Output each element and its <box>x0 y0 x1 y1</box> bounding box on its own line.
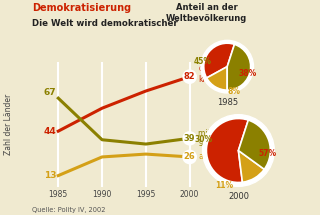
Wedge shape <box>207 67 227 90</box>
Wedge shape <box>227 44 251 90</box>
Text: 82: 82 <box>184 72 196 81</box>
Text: 13: 13 <box>44 171 57 180</box>
Text: demo-
kratisch: demo- kratisch <box>198 64 229 83</box>
Text: Zahl der Länder: Zahl der Länder <box>4 94 13 155</box>
Text: autoritär: autoritär <box>198 152 232 161</box>
Text: mit Fort-
schritten: mit Fort- schritten <box>198 129 233 148</box>
Wedge shape <box>204 43 235 78</box>
Text: 39: 39 <box>184 134 196 143</box>
Wedge shape <box>238 120 270 169</box>
Text: 1985: 1985 <box>217 98 238 107</box>
Text: 45%: 45% <box>194 57 212 66</box>
Text: Quelle: Polity IV, 2002: Quelle: Polity IV, 2002 <box>32 207 106 213</box>
Text: 26: 26 <box>184 152 196 161</box>
Text: Anteil an der
Weltbevölkerung: Anteil an der Weltbevölkerung <box>166 3 247 23</box>
Text: Die Welt wird demokratischer: Die Welt wird demokratischer <box>32 19 178 28</box>
Text: 44: 44 <box>44 127 57 136</box>
Text: 30%: 30% <box>194 135 212 144</box>
Text: 38%: 38% <box>238 69 256 78</box>
Text: Demokratisierung: Demokratisierung <box>32 3 131 13</box>
Text: 11%: 11% <box>215 181 233 190</box>
Wedge shape <box>206 118 248 183</box>
Text: 57%: 57% <box>259 149 277 158</box>
Text: 67: 67 <box>44 88 57 97</box>
Text: 8%: 8% <box>228 87 241 96</box>
Text: 2000: 2000 <box>228 192 249 201</box>
Circle shape <box>201 40 253 93</box>
Wedge shape <box>238 150 264 182</box>
Circle shape <box>203 115 274 186</box>
